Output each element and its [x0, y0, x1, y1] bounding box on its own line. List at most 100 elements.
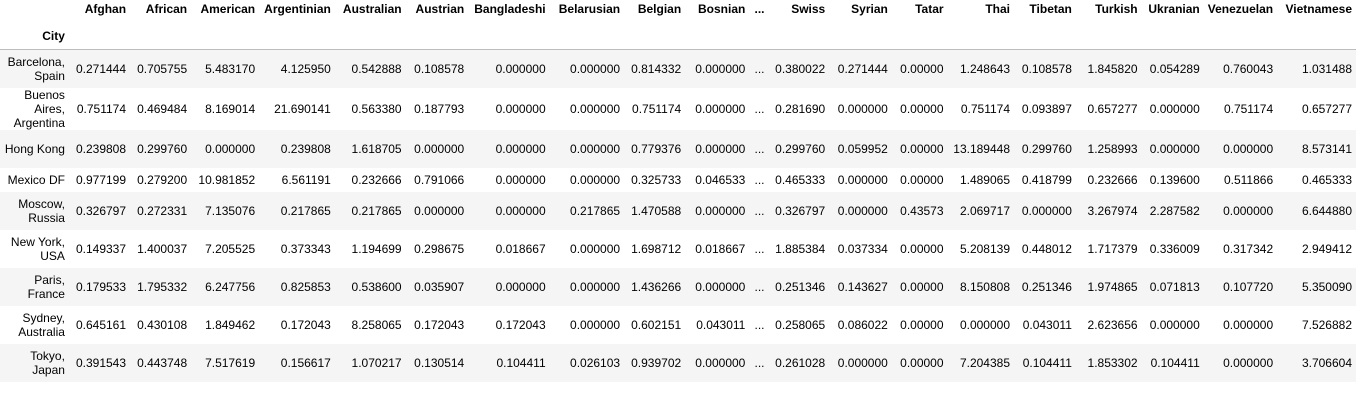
table-row: Hong Kong 0.239808 0.299760 0.000000 0.23980…	[0, 129, 1356, 168]
table-cell: 1.717379	[1087, 241, 1138, 256]
table-cell: 0.258065	[775, 317, 826, 332]
table-cell: 2.949412	[1301, 241, 1352, 256]
column-header: Australian	[342, 2, 402, 16]
table-cell: 0.299760	[1021, 141, 1072, 156]
table-cell: 0.000000	[695, 203, 746, 218]
table-cell: 0.281690	[775, 101, 826, 116]
table-cell: 0.107720	[1223, 279, 1274, 294]
index-name: City	[0, 22, 69, 50]
column-header: Bosnian	[698, 2, 746, 16]
index-name-spacer	[947, 22, 1015, 50]
table-cell: 0.465333	[1301, 172, 1352, 187]
table-cell: 0.279200	[137, 172, 188, 187]
table-cell: 1.795332	[137, 279, 188, 294]
ellipsis-cell: ...	[754, 279, 765, 294]
table-cell: 0.000000	[1223, 141, 1274, 156]
table-cell: 0.00000	[900, 172, 944, 187]
table-cell: 0.018667	[695, 241, 746, 256]
table-cell: 0.000000	[570, 172, 621, 187]
table-cell: 1.489065	[959, 172, 1011, 187]
table-cell: 8.573141	[1301, 141, 1352, 156]
table-cell: 1.258993	[1087, 141, 1138, 156]
column-header: Austrian	[415, 2, 465, 16]
table-cell: 7.517619	[205, 355, 256, 370]
table-cell: 0.000000	[495, 203, 546, 218]
table-cell: 5.350090	[1301, 279, 1352, 294]
table-cell: 0.000000	[570, 279, 621, 294]
table-cell: 0.000000	[414, 203, 465, 218]
table-cell: 0.336009	[1149, 241, 1200, 256]
table-cell: 0.563380	[351, 101, 402, 116]
table-cell: 4.125950	[280, 61, 331, 76]
table-cell: 0.086022	[837, 317, 888, 332]
index-name-spacer	[130, 22, 192, 50]
table-cell: 0.000000	[570, 61, 621, 76]
table-cell: 2.623656	[1087, 317, 1138, 332]
table-cell: 2.069717	[959, 203, 1011, 218]
index-name-spacer	[1277, 22, 1356, 50]
table-cell: 21.690141	[274, 101, 331, 116]
table-cell: 6.644880	[1301, 203, 1352, 218]
index-name-row: City	[0, 22, 1356, 50]
column-header: Tatar	[915, 2, 944, 16]
table-cell: 0.317342	[1223, 241, 1274, 256]
table-cell: 0.751174	[1223, 101, 1274, 116]
table-cell: 0.018667	[495, 241, 546, 256]
table-cell: 0.000000	[570, 141, 621, 156]
row-index-label: Sydney, Australia	[18, 310, 65, 339]
table-cell: 0.093897	[1021, 101, 1072, 116]
table-cell: 0.271444	[75, 61, 127, 76]
table-cell: 0.239808	[75, 141, 127, 156]
table-cell: 0.000000	[570, 101, 621, 116]
table-cell: 0.443748	[137, 355, 188, 370]
table-cell: 1.400037	[137, 241, 188, 256]
table-cell: 1.974865	[1087, 279, 1138, 294]
table-cell: 0.000000	[495, 61, 546, 76]
table-cell: 0.43573	[900, 203, 944, 218]
index-name-spacer	[624, 22, 686, 50]
row-index-label: Tokyo, Japan	[30, 348, 65, 377]
table-cell: 10.981852	[198, 172, 256, 187]
table-cell: 0.000000	[495, 101, 546, 116]
index-name-spacer	[68, 22, 131, 50]
table-cell: 0.465333	[775, 172, 826, 187]
table-cell: 2.287582	[1149, 203, 1200, 218]
table-cell: 0.217865	[280, 203, 331, 218]
table-cell: 0.104411	[1022, 355, 1072, 370]
ellipsis-column-header: ...	[754, 2, 765, 16]
column-header: Thai	[985, 2, 1011, 16]
table-row: Paris, France 0.179533 1.795332 6.247756 0.8…	[0, 267, 1356, 306]
index-name-spacer	[685, 22, 750, 50]
table-cell: 0.035907	[414, 279, 465, 294]
table-cell: 0.000000	[414, 141, 465, 156]
table-cell: 0.000000	[205, 141, 256, 156]
table-cell: 0.251346	[775, 279, 826, 294]
table-cell: 7.205525	[205, 241, 256, 256]
index-name-spacer	[405, 22, 469, 50]
table-cell: 8.150808	[959, 279, 1011, 294]
table-cell: 0.00000	[900, 317, 944, 332]
table-cell: 0.043011	[696, 317, 746, 332]
table-cell: 1.885384	[775, 241, 826, 256]
table-cell: 0.071813	[1149, 279, 1200, 294]
table-cell: 0.602151	[631, 317, 682, 332]
table-cell: 0.251346	[1021, 279, 1072, 294]
table-cell: 7.204385	[959, 355, 1011, 370]
table-cell: 0.373343	[280, 241, 331, 256]
table-cell: 0.00000	[900, 241, 944, 256]
table-cell: 0.000000	[1149, 141, 1200, 156]
table-cell: 0.108578	[1021, 61, 1072, 76]
table-cell: 1.248643	[959, 61, 1011, 76]
column-header: Ukranian	[1148, 2, 1200, 16]
table-cell: 1.436266	[631, 279, 682, 294]
index-name-spacer	[1141, 22, 1204, 50]
index-name-spacer	[334, 22, 406, 50]
table-cell: 0.000000	[695, 279, 746, 294]
row-index-label: Buenos Aires, Argentina	[13, 87, 65, 130]
table-cell: 0.000000	[959, 317, 1011, 332]
column-header: Afghan	[84, 2, 127, 16]
table-cell: 0.430108	[137, 317, 188, 332]
table-cell: 0.000000	[495, 172, 546, 187]
column-header: Turkish	[1095, 2, 1138, 16]
table-cell: 0.418799	[1021, 172, 1072, 187]
